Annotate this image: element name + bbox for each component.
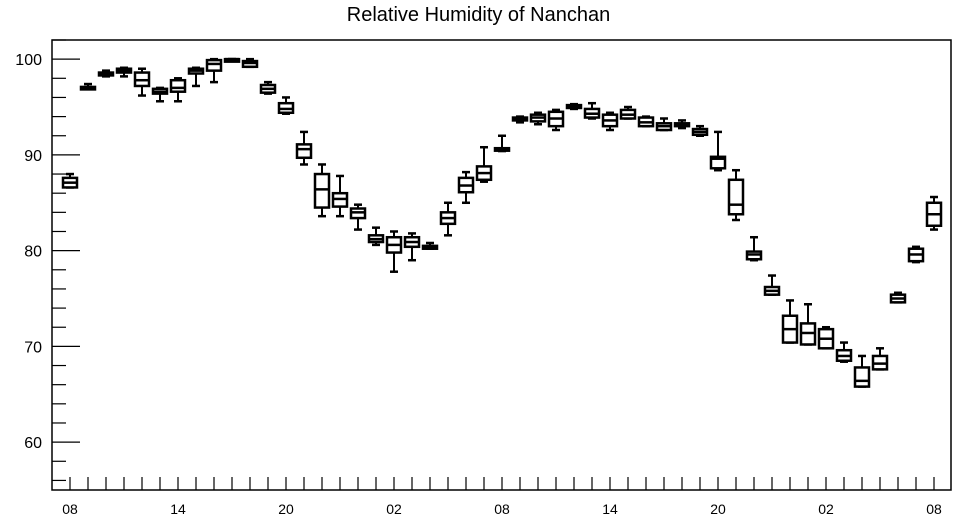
x-tick-label: 08 bbox=[62, 501, 78, 517]
y-tick-label: 100 bbox=[15, 52, 42, 69]
x-tick-label: 14 bbox=[602, 501, 618, 517]
y-tick-label: 60 bbox=[24, 435, 42, 452]
box bbox=[205, 58, 223, 72]
box bbox=[313, 172, 331, 209]
box bbox=[727, 178, 745, 216]
box bbox=[295, 143, 313, 160]
x-tick-label: 08 bbox=[494, 501, 510, 517]
box bbox=[709, 155, 727, 170]
x-tick-label: 20 bbox=[278, 501, 294, 517]
x-tick-label: 02 bbox=[818, 501, 834, 517]
box bbox=[853, 366, 871, 388]
box bbox=[169, 78, 187, 93]
y-tick-label: 70 bbox=[24, 339, 42, 356]
x-tick-label: 08 bbox=[926, 501, 942, 517]
y-tick-label: 90 bbox=[24, 148, 42, 165]
x-tick-label: 14 bbox=[170, 501, 186, 517]
x-tick-label: 02 bbox=[386, 501, 402, 517]
x-tick-label: 20 bbox=[710, 501, 726, 517]
y-tick-label: 80 bbox=[24, 244, 42, 261]
plot-frame bbox=[51, 39, 952, 491]
chart-title: Relative Humidity of Nanchan bbox=[346, 4, 611, 26]
